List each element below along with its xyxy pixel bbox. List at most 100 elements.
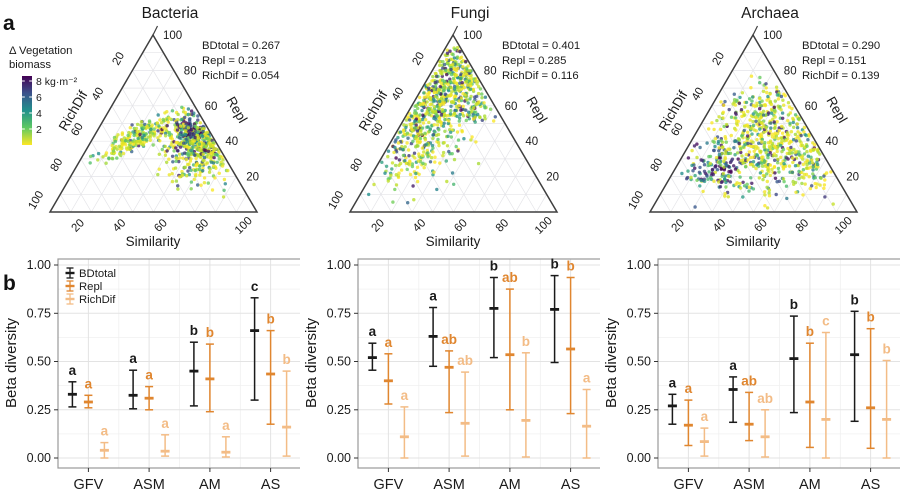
svg-text:AS: AS [261,477,280,493]
svg-text:BDtotal = 0.290: BDtotal = 0.290 [802,40,880,52]
svg-text:60: 60 [669,121,686,138]
svg-text:ab: ab [441,332,457,347]
svg-text:GFV: GFV [73,477,103,493]
y-axis-title: Beta diversity [303,317,320,408]
svg-text:40: 40 [711,217,729,235]
svg-text:a: a [129,351,137,366]
svg-text:a: a [369,324,377,339]
svg-text:20: 20 [846,172,859,184]
svg-text:b: b [566,259,574,274]
series-RichDif: aa ab [99,352,292,459]
beta-plot-fungi: 0.00 0.25 0.50 0.75 1.00 Beta diversity GFV ASM… [300,250,602,497]
svg-text:RichDif = 0.054: RichDif = 0.054 [202,70,280,82]
svg-text:BDtotal = 0.401: BDtotal = 0.401 [502,40,580,52]
svg-text:60: 60 [505,101,518,113]
svg-text:80: 80 [794,217,812,235]
svg-text:b: b [206,325,214,340]
svg-text:biomass: biomass [9,59,51,71]
svg-text:b: b [266,312,274,327]
svg-text:BDtotal = 0.267: BDtotal = 0.267 [202,40,280,52]
x-axis: GFV ASM AM AS [373,468,580,493]
svg-text:c: c [822,314,830,329]
svg-text:BDtotal: BDtotal [79,268,116,280]
ternary-edges [348,25,559,213]
svg-text:0.25: 0.25 [627,403,651,417]
y-axis-title: Beta diversity [3,317,20,408]
bottom-axis-title: Similarity [126,234,181,249]
svg-text:60: 60 [752,217,770,235]
ternary-plot-fungi: Fungi 20 40 60 80 100 20 40 60 80 100 20 40 60 80 100 Ri… [300,0,600,255]
svg-text:1.00: 1.00 [327,258,351,272]
svg-text:a: a [685,381,693,396]
svg-text:40: 40 [90,86,107,103]
svg-text:4: 4 [36,108,42,120]
svg-text:a: a [145,368,153,383]
beta-fungi-svg: 0.00 0.25 0.50 0.75 1.00 Beta diversity GFV ASM… [303,257,602,493]
svg-text:b: b [550,257,558,272]
svg-text:0.50: 0.50 [27,355,51,369]
ternary-plot-bacteria: Bacteria 20 40 60 80 100 20 40 60 80 100 20 40 60 80 10… [0,0,300,255]
svg-text:a: a [729,358,737,373]
svg-text:a: a [85,376,93,391]
svg-text:0.50: 0.50 [327,355,351,369]
series-RichDif: a ab b a [399,334,592,459]
svg-text:ASM: ASM [133,477,164,493]
svg-text:a: a [401,388,409,403]
y-axis: 0.00 0.25 0.50 0.75 1.00 Beta diversity [603,258,658,465]
svg-text:ASM: ASM [433,477,464,493]
x-axis: GFV ASM AM AS [73,468,280,493]
svg-text:20: 20 [110,50,127,67]
beta-bacteria-svg: 0.00 0.25 0.50 0.75 1.00 Beta diversity GFV ASM… [3,258,302,493]
svg-text:a: a [161,416,169,431]
y-axis-title: Beta diversity [603,317,620,408]
gridlines [658,259,900,468]
svg-text:20: 20 [70,217,88,235]
panel-border [657,258,900,469]
y-axis: 0.00 0.25 0.50 0.75 1.00 Beta diversity [303,258,358,465]
svg-text:1.00: 1.00 [27,258,51,272]
svg-text:b: b [490,259,498,274]
svg-text:ab: ab [502,270,518,285]
svg-text:Δ Vegetation: Δ Vegetation [9,45,72,57]
svg-text:Repl = 0.151: Repl = 0.151 [802,55,866,67]
svg-text:AM: AM [199,477,221,493]
svg-text:80: 80 [649,157,666,174]
svg-text:20: 20 [410,50,427,67]
svg-text:a: a [429,289,437,304]
right-axis-title: Repl [823,94,850,126]
ternary-title: Bacteria [142,5,199,22]
panel-label-a: a [3,12,15,35]
svg-text:20: 20 [710,50,727,67]
x-axis: GFV ASM AM AS [673,468,880,493]
svg-text:1.00: 1.00 [627,258,651,272]
scatter-points [367,45,497,205]
ternary-edges [648,25,859,213]
stats-text: BDtotal = 0.290 Repl = 0.151 RichDif = 0.1… [802,40,880,82]
ternary-title: Fungi [451,5,490,22]
svg-text:Repl = 0.285: Repl = 0.285 [502,55,566,67]
svg-text:100: 100 [763,30,782,42]
svg-text:RichDif = 0.116: RichDif = 0.116 [502,70,579,82]
svg-text:80: 80 [484,65,497,77]
svg-text:60: 60 [152,217,170,235]
svg-text:60: 60 [205,101,218,113]
beta-plot-bacteria: 0.00 0.25 0.50 0.75 1.00 Beta diversity GFV ASM… [0,250,302,497]
svg-text:GFV: GFV [673,477,703,493]
svg-text:0.75: 0.75 [327,307,351,321]
ternary-edges [48,25,259,213]
svg-text:a: a [701,409,709,424]
svg-text:a: a [222,418,230,433]
svg-text:0.50: 0.50 [627,355,651,369]
svg-text:ASM: ASM [733,477,764,493]
svg-text:40: 40 [411,217,429,235]
svg-text:b: b [882,342,890,357]
svg-text:80: 80 [194,217,212,235]
panel-label-b: b [3,272,16,295]
